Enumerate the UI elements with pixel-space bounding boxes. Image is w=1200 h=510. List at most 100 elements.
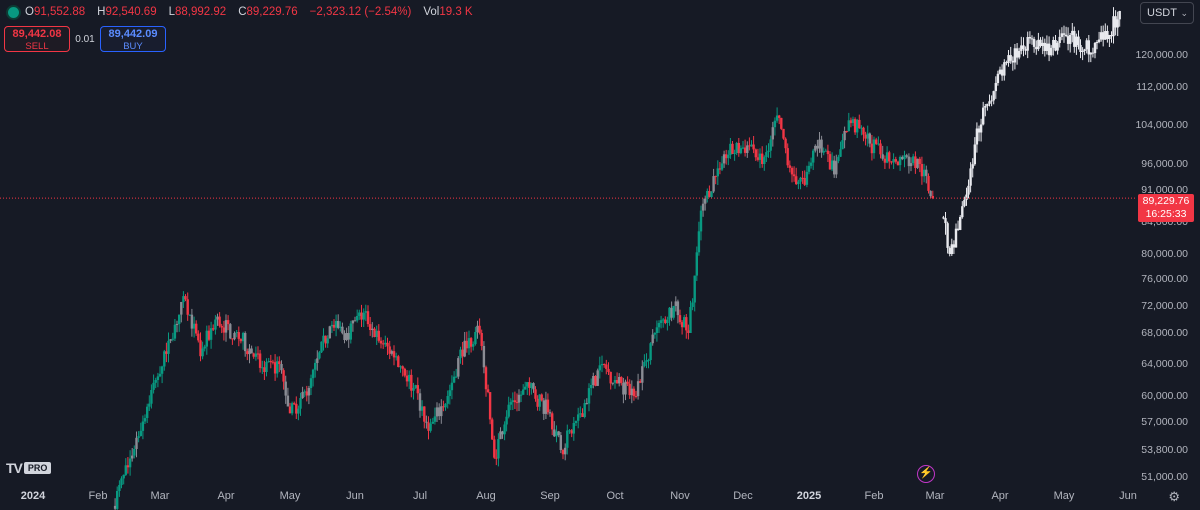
- candle-body: [954, 228, 958, 248]
- candle: [961, 201, 964, 219]
- candle-body: [534, 389, 537, 399]
- close-label: C: [238, 6, 247, 18]
- candle-body: [438, 407, 441, 417]
- candle-body: [1085, 40, 1088, 50]
- candle-body: [538, 394, 541, 407]
- candle: [678, 309, 682, 325]
- candle-body: [756, 157, 760, 160]
- candle: [952, 240, 956, 254]
- candle: [360, 304, 363, 327]
- candle: [830, 152, 834, 172]
- candle: [484, 365, 488, 397]
- candle-body: [769, 139, 772, 151]
- candle-body: [126, 465, 130, 468]
- candle: [988, 94, 991, 107]
- candle: [647, 358, 650, 369]
- candle: [881, 145, 884, 161]
- candle: [175, 320, 179, 333]
- candle: [659, 315, 663, 329]
- candle-body: [469, 338, 473, 347]
- candle: [1075, 33, 1078, 55]
- candle: [568, 429, 571, 434]
- candle: [996, 70, 1000, 86]
- candle: [480, 329, 483, 351]
- candle-body: [1022, 45, 1025, 50]
- candle-body: [209, 328, 213, 340]
- candle: [192, 316, 196, 338]
- candle: [609, 371, 612, 390]
- candle-body: [731, 143, 734, 154]
- candle: [761, 146, 764, 168]
- candle-body: [592, 376, 595, 385]
- candle-body: [252, 353, 255, 357]
- candle-body: [683, 317, 686, 328]
- candle-body: [360, 312, 363, 320]
- candle-body: [835, 161, 838, 175]
- candle: [369, 317, 372, 336]
- candle-body: [830, 160, 834, 170]
- candle: [763, 155, 766, 171]
- candle-body: [472, 344, 475, 347]
- candle-body: [680, 322, 684, 328]
- candle-body: [743, 147, 747, 153]
- candle: [965, 187, 968, 206]
- candle: [872, 136, 876, 159]
- candle: [818, 132, 821, 153]
- candle: [946, 221, 949, 254]
- candle: [429, 418, 432, 433]
- candle: [353, 316, 357, 322]
- candle: [645, 353, 648, 369]
- candle-body: [636, 381, 640, 397]
- candle: [594, 375, 597, 387]
- candle: [620, 376, 623, 386]
- candle-body: [839, 149, 842, 157]
- price-tick-label: 104,000.00: [1135, 119, 1188, 131]
- candle-body: [450, 382, 454, 391]
- candle: [461, 342, 464, 365]
- candle-body: [276, 361, 279, 374]
- candle: [330, 321, 334, 333]
- candle: [1069, 33, 1072, 53]
- candle: [641, 360, 644, 391]
- candle: [905, 153, 908, 159]
- candle: [892, 153, 895, 169]
- gear-icon[interactable]: ⚙: [1168, 489, 1180, 504]
- candle-body: [382, 343, 385, 345]
- candle-body: [801, 177, 804, 179]
- sell-button[interactable]: 89,442.08 SELL: [4, 26, 70, 52]
- candle-body: [330, 324, 334, 327]
- sell-price: 89,442.08: [12, 28, 62, 40]
- candle-body: [843, 131, 846, 141]
- candle: [1056, 41, 1059, 55]
- candle: [716, 160, 719, 185]
- candle: [828, 151, 832, 170]
- candle: [1081, 47, 1084, 61]
- candle: [782, 128, 785, 140]
- candle-body: [982, 107, 985, 125]
- candle: [769, 135, 772, 158]
- candle: [918, 156, 921, 173]
- tradingview-logo[interactable]: T​V PRO: [6, 460, 52, 476]
- currency-selector[interactable]: USDT ⌄: [1140, 2, 1194, 24]
- candle-body: [526, 382, 529, 387]
- candle: [184, 294, 187, 302]
- candle: [799, 176, 802, 190]
- candle-body: [311, 369, 315, 379]
- candle: [701, 198, 705, 217]
- candle-body: [384, 342, 387, 345]
- candle-body: [555, 431, 558, 437]
- candle-body: [224, 320, 228, 333]
- candle-body: [826, 150, 830, 155]
- candle-body: [118, 485, 121, 491]
- lightning-icon[interactable]: ⚡: [917, 465, 935, 483]
- candle-body: [651, 334, 654, 344]
- tv-logo-icon: T​V: [6, 460, 23, 476]
- candle: [128, 450, 132, 476]
- candle-body: [620, 377, 623, 383]
- candle-body: [979, 124, 983, 133]
- buy-button[interactable]: 89,442.09 BUY: [100, 26, 166, 52]
- candle: [320, 341, 323, 353]
- candle: [122, 474, 125, 485]
